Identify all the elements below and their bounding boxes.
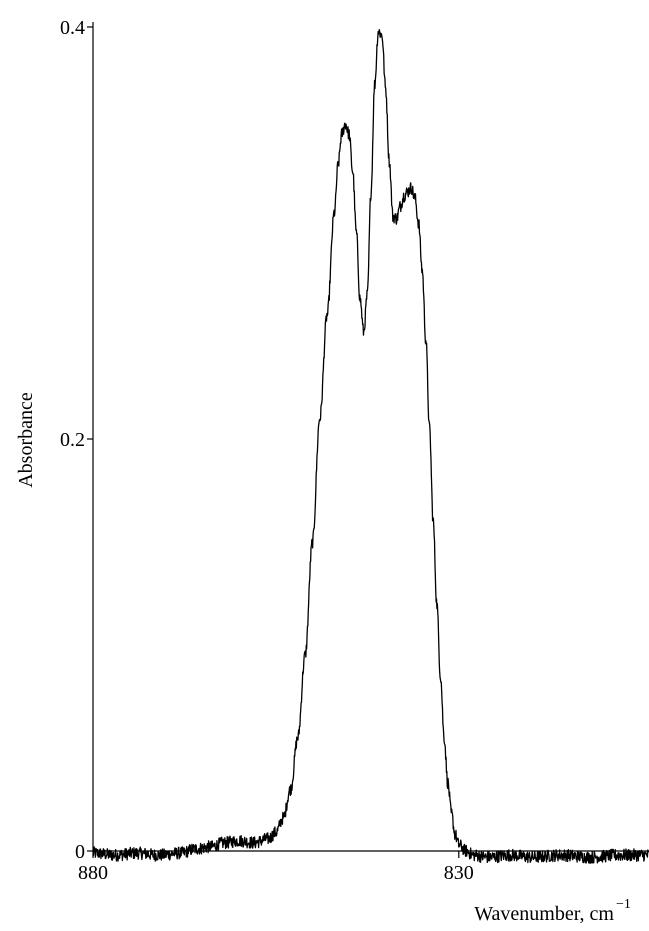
spectrum-line: [92, 28, 649, 864]
x-axis-label-superscript: −1: [616, 897, 631, 912]
y-axis-label: Absorbance: [15, 392, 37, 488]
axes: [92, 22, 649, 852]
y-tick-label: 0.2: [60, 429, 85, 451]
x-tick-label: 880: [78, 862, 108, 884]
y-tick-label: 0: [75, 841, 85, 863]
x-axis-label: Wavenumber, cm: [474, 903, 614, 925]
x-tick-label: 830: [444, 862, 474, 884]
x-axis-label-text: Wavenumber, cm: [474, 903, 614, 925]
ticks: 0 0.2 0.4 880 830: [60, 17, 474, 884]
y-tick-label: 0.4: [60, 17, 85, 39]
series-layer: [92, 28, 649, 864]
